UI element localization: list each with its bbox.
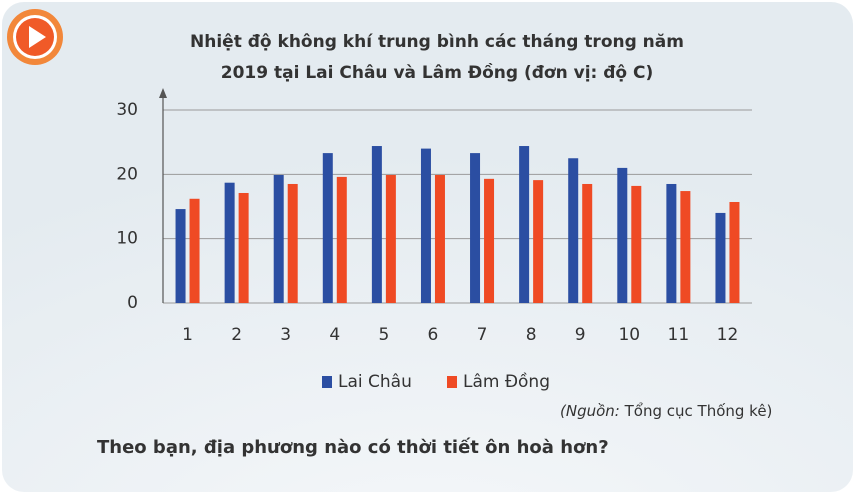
y-tick-label: 30 [116,100,138,120]
bar [238,192,249,303]
y-tick-label: 0 [127,293,138,313]
bar [533,180,544,303]
bar [680,191,691,303]
bar [224,182,235,303]
x-tick-label: 3 [280,325,291,345]
bar [322,153,333,303]
legend-label: Lai Châu [338,372,412,392]
bar [273,174,284,303]
bar [631,185,642,303]
x-tick-label: 4 [329,325,340,345]
bar [666,183,677,303]
x-tick-label: 6 [428,325,439,345]
bar [189,198,200,303]
bar [434,174,445,303]
x-tick-label: 12 [717,325,739,345]
question: Theo bạn, địa phương nào có thời tiết ôn… [97,437,609,458]
chart-title: Nhiệt độ không khí trung bình các tháng … [190,32,684,52]
bar [420,148,431,303]
bar [371,146,382,303]
x-tick-label: 2 [231,325,242,345]
x-tick-label: 9 [575,325,586,345]
x-tick-label: 5 [378,325,389,345]
bar [385,174,396,303]
legend-swatch [322,376,332,388]
bar [287,183,298,303]
legend-label: Lâm Đồng [463,371,550,392]
source-text: Tổng cục Thống kê) [624,402,773,420]
x-tick-label: 11 [668,325,690,345]
source-label: (Nguồn: [560,402,620,420]
play-button[interactable] [7,9,63,65]
y-tick-label: 10 [116,229,138,249]
bar [582,183,593,303]
bar [470,153,481,303]
bar [336,176,347,303]
x-tick-label: 1 [182,325,193,345]
x-tick-label: 10 [618,325,640,345]
bar [617,167,628,303]
legend-swatch [447,376,457,388]
bar [175,209,186,303]
y-tick-label: 20 [116,164,138,184]
bar [729,201,740,303]
bar [484,178,495,303]
bar [568,158,579,303]
y-axis-arrow [159,88,167,98]
chart-title: 2019 tại Lai Châu và Lâm Đồng (đơn vị: đ… [221,62,654,83]
bar [715,212,726,303]
bar [519,146,530,303]
x-tick-label: 7 [477,325,488,345]
x-tick-label: 8 [526,325,537,345]
source-note: (Nguồn: Tổng cục Thống kê) [560,402,772,420]
